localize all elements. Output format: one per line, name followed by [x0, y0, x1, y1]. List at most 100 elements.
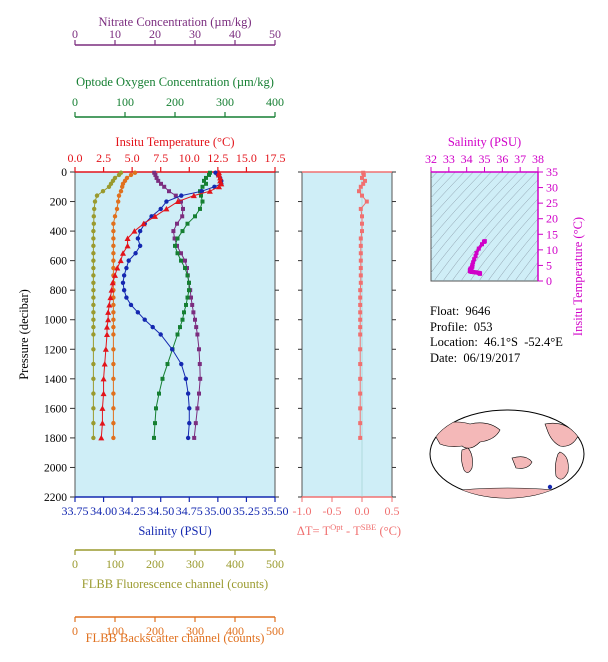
- ts-xtick-label: 33: [443, 152, 455, 166]
- ts-ytick-label: 20: [546, 212, 558, 226]
- nitrate-point: [180, 214, 185, 219]
- salinity-point: [126, 258, 131, 263]
- salinity-point: [158, 332, 163, 337]
- ts-point: [480, 242, 485, 247]
- temperature-point: [131, 228, 138, 234]
- salinity-point: [121, 273, 127, 278]
- fluorescence-point: [91, 280, 96, 285]
- ts-ytick-label: 5: [546, 258, 552, 272]
- ts-ytick-label: 15: [546, 227, 558, 241]
- oxygen-point: [178, 325, 182, 330]
- salinity-point: [128, 302, 134, 308]
- salinity-point: [135, 236, 141, 241]
- fluorescence-tick-label: 200: [146, 557, 164, 571]
- nitrate-point: [181, 206, 185, 211]
- salinity-tick-label: 34.00: [90, 504, 117, 518]
- backscatter-point: [111, 221, 116, 226]
- ts-point: [473, 254, 478, 259]
- nitrate-point: [171, 229, 176, 234]
- delta-t-point: [358, 347, 363, 352]
- temperature-point: [107, 294, 114, 301]
- salinity-point: [199, 189, 205, 194]
- delta-t-point: [358, 236, 363, 241]
- ts-isopycnal: [505, 239, 538, 281]
- ts-yaxis-title: Insitu Temperature (°C): [571, 217, 585, 336]
- profile-plot-area: [74, 171, 276, 498]
- oxygen-point: [153, 421, 157, 426]
- fluorescence-tick-label: 0: [72, 557, 78, 571]
- backscatter-point: [111, 361, 116, 367]
- oxygen-point: [187, 288, 191, 293]
- nitrate-point: [190, 302, 195, 307]
- delta-t-point: [364, 199, 369, 204]
- pressure-tick-label: 1800: [44, 433, 67, 445]
- backscatter-point: [111, 435, 116, 441]
- nitrate-point: [159, 181, 163, 186]
- nitrate-point: [179, 251, 183, 256]
- temperature-point: [152, 213, 158, 219]
- fluorescence-point: [91, 317, 96, 322]
- fluorescence-point: [91, 376, 96, 382]
- nitrate-tick-label: 40: [229, 27, 241, 41]
- salinity-point: [179, 361, 184, 367]
- delta-t-point: [358, 258, 363, 263]
- ts-isopycnal: [431, 172, 501, 250]
- salinity-series-line: [122, 172, 222, 438]
- temperature-tick-label: 0.0: [68, 151, 83, 165]
- delta-t-tick-label: 0.0: [355, 504, 370, 518]
- oxygen-point: [207, 172, 211, 177]
- delta-t-label-part: SBE: [361, 522, 377, 532]
- fluorescence-point: [91, 236, 96, 241]
- backscatter-tick-label: 400: [226, 624, 244, 638]
- salinity-tick-label: 35.50: [262, 504, 289, 518]
- delta-t-point: [360, 175, 364, 180]
- ts-xtick-label: 38: [532, 152, 544, 166]
- backscatter-point: [111, 251, 116, 256]
- oxygen-point: [180, 317, 185, 322]
- ts-ytick-label: 35: [546, 165, 558, 179]
- nitrate-point: [153, 172, 158, 177]
- oxygen-point: [160, 376, 165, 381]
- fluorescence-point: [91, 347, 96, 352]
- ts-isopycnal: [532, 273, 538, 281]
- oxygen-point: [193, 214, 197, 219]
- temperature-point: [190, 192, 197, 199]
- nitrate-point: [172, 236, 177, 241]
- backscatter-point: [112, 214, 118, 219]
- nitrate-point: [152, 170, 157, 175]
- nitrate-point: [197, 362, 202, 367]
- backscatter-point: [111, 310, 116, 315]
- salinity-tick-label: 34.75: [176, 504, 203, 518]
- salinity-point: [183, 376, 189, 382]
- delta-t-point: [360, 214, 364, 219]
- oxygen-point: [185, 273, 190, 278]
- pressure-tick-label: 2000: [44, 462, 67, 474]
- ts-ytick-label: 0: [546, 274, 552, 288]
- salinity-point: [185, 435, 191, 441]
- ts-xtick-label: 34: [461, 152, 473, 166]
- fluorescence-point: [100, 189, 106, 194]
- fluorescence-tick-label: 300: [186, 557, 204, 571]
- delta-t-label-part: Opt: [330, 522, 343, 532]
- temperature-tick-label: 2.5: [96, 151, 111, 165]
- backscatter-point: [116, 199, 121, 204]
- nitrate-point: [167, 189, 171, 194]
- fluorescence-point: [116, 172, 122, 178]
- delta-t-point: [358, 421, 363, 426]
- temperature-point: [140, 220, 147, 227]
- oxygen-axis-title: Optode Oxygen Concentration (µm/kg): [76, 75, 274, 89]
- backscatter-tick-label: 0: [72, 624, 78, 638]
- oxygen-tick-label: 0: [72, 95, 78, 109]
- ts-isopycnal: [442, 172, 537, 281]
- backscatter-point: [111, 420, 116, 426]
- salinity-axis-title: Salinity (PSU): [138, 524, 211, 538]
- delta-t-point: [358, 206, 363, 211]
- continent-africa-south: [461, 447, 473, 473]
- fluorescence-tick-label: 100: [106, 557, 124, 571]
- float-id: Float: 9646: [430, 304, 491, 318]
- delta-t-point: [360, 193, 364, 198]
- pressure-tick-label: 800: [50, 285, 68, 297]
- fluorescence-point: [91, 214, 97, 219]
- pressure-tick-label: 400: [50, 226, 68, 238]
- delta-t-point: [358, 288, 363, 293]
